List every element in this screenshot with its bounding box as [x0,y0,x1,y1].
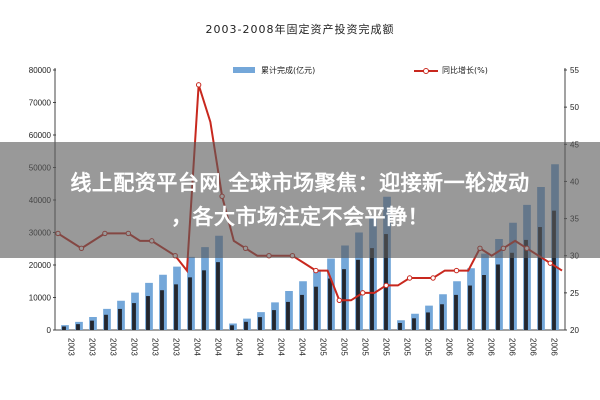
bar-core [90,320,94,330]
x-tick-label: 2005 [382,338,391,356]
x-tick-label: 2006 [529,338,538,356]
bar-core [370,248,374,330]
bar-core [384,234,388,330]
overlay-line-1: 线上配资平台网 全球市场聚焦：迎接新一轮波动 [70,171,530,195]
x-tick-label: 2003 [109,338,118,356]
x-tick-label: 2005 [424,338,433,356]
x-tick-label: 2004 [298,338,307,356]
x-tick-label: 2003 [172,338,181,356]
bar-core [328,278,332,330]
x-tick-label: 2006 [487,338,496,356]
bar-core [272,310,276,330]
line-point [336,297,343,303]
bar-core [230,325,234,330]
y-left-tick-label: 80000 [29,66,52,75]
x-tick-label: 2006 [466,338,475,356]
x-tick-label: 2004 [214,338,223,356]
bar-core [300,294,304,330]
x-tick-label: 2005 [361,338,370,356]
bar-core [426,312,430,330]
legend-bar-swatch [233,67,255,73]
bar-core [440,304,444,330]
x-tick-label: 2003 [151,338,160,356]
x-tick-label: 2005 [340,338,349,356]
bar-core [160,290,164,330]
x-tick-label: 2004 [256,338,265,356]
line-point [406,275,413,281]
line-point [453,267,460,274]
x-tick-label: 2004 [277,338,286,356]
legend-line-marker [423,68,429,74]
x-tick-label: 2006 [508,338,517,356]
bar-core [482,275,486,330]
y-left-tick-label: 60000 [29,131,52,140]
bar-core [76,324,80,330]
y-left-tick-label: 70000 [29,99,52,108]
line-point [195,82,202,88]
bar-core [188,277,192,330]
x-tick-label: 2005 [403,338,412,356]
x-ticks: 2003 2003 2003 2003 2003 2003 2004 2004 2004 2004… [67,338,559,356]
y-right-tick-label: 50 [570,103,579,112]
bar-core [202,270,206,330]
overlay-banner: 线上配资平台网 全球市场聚焦：迎接新一轮波动 ，各大市场注定不会平静！ [0,142,600,258]
bar-core [258,317,262,330]
bar-core [244,321,248,330]
bar-core [174,284,178,330]
bar-core [118,308,122,330]
overlay-line-2: ，各大市场注定不会平静！ [171,205,429,229]
bar-core [468,285,472,330]
bar-core [552,210,556,330]
bar-core [286,301,290,330]
line-point [313,267,319,274]
y-right-tick-label: 25 [570,289,579,298]
line-point [430,275,436,281]
y-left-tick-label: 20000 [29,261,52,270]
bar-core [104,314,108,330]
x-tick-label: 2006 [550,338,559,356]
bar-core [412,318,416,330]
legend-bar-label: 累计完成(亿元) [261,65,315,75]
y-left-tick-label: 10000 [29,294,52,303]
bar-core [314,286,318,330]
x-tick-label: 2004 [193,338,202,356]
bar-core [62,326,66,330]
x-tick-label: 2004 [235,338,244,356]
y-right-tick-label: 20 [570,326,579,335]
legend-line-label: 同比增长(%) [442,65,488,75]
legend: 累计完成(亿元) 同比增长(%) [233,65,488,75]
bar-core [524,239,528,330]
bar-core [538,227,542,330]
y-right-tick-label: 55 [570,66,579,75]
x-tick-label: 2006 [445,338,454,356]
x-tick-label: 2005 [319,338,328,356]
y-left-tick-label: 0 [47,326,52,335]
line-point [360,290,366,296]
bar-core [496,264,500,330]
line-point [547,260,553,266]
x-tick-label: 2003 [67,338,76,356]
x-tick-label: 2003 [130,338,139,356]
bar-core [510,252,514,330]
chart-title: 2003-2008年固定资产投资完成额 [206,22,395,36]
bar-core [216,262,220,330]
x-tick-label: 2003 [88,338,97,356]
bar-core [454,294,458,330]
line-point [383,282,389,289]
bar-core [398,322,402,330]
bar-core [132,303,136,330]
bar-core [146,296,150,330]
